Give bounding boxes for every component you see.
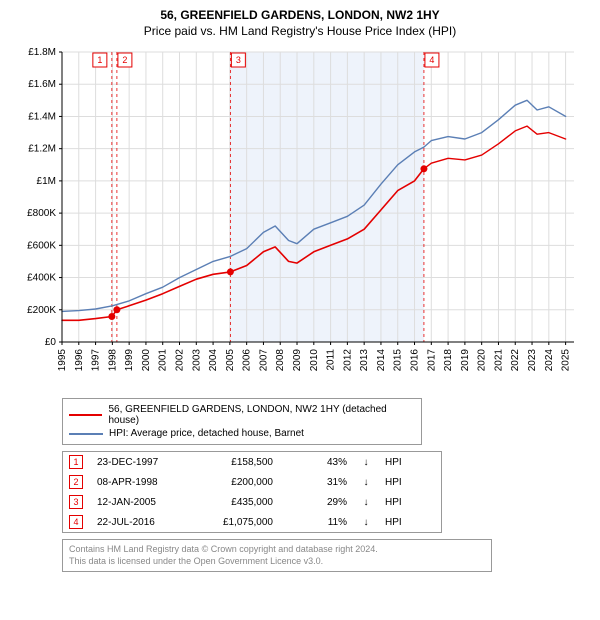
- svg-text:1997: 1997: [91, 349, 102, 372]
- event-date: 12-JAN-2005: [97, 497, 189, 508]
- svg-text:£1M: £1M: [37, 176, 56, 187]
- down-arrow-icon: ↓: [361, 457, 371, 468]
- chart-container: 1 2 3 4 £0 £200K £400K £600K £800K £1M £1.2M £1.4M £…: [8, 44, 592, 384]
- legend-label: 56, GREENFIELD GARDENS, LONDON, NW2 1HY …: [108, 404, 415, 426]
- svg-text:2011: 2011: [326, 349, 337, 371]
- svg-text:2016: 2016: [410, 349, 421, 372]
- svg-text:£0: £0: [45, 337, 57, 348]
- svg-text:2008: 2008: [275, 349, 286, 372]
- footer-line-1: Contains HM Land Registry data © Crown c…: [69, 544, 485, 556]
- event-marker: 2: [69, 475, 83, 489]
- svg-text:2007: 2007: [258, 349, 269, 372]
- event-diff: 11%: [287, 517, 347, 528]
- title-line-2: Price paid vs. HM Land Registry's House …: [8, 24, 592, 38]
- event-note: HPI: [385, 477, 435, 488]
- event-row: 4 22-JUL-2016 £1,075,000 11% ↓ HPI: [63, 512, 441, 532]
- svg-text:2021: 2021: [493, 349, 504, 372]
- legend-label: HPI: Average price, detached house, Barn…: [109, 428, 304, 439]
- events-table: 1 23-DEC-1997 £158,500 43% ↓ HPI 2 08-APR-1998 £…: [62, 451, 442, 533]
- svg-text:£200K: £200K: [27, 305, 56, 316]
- title-line-1: 56, GREENFIELD GARDENS, LONDON, NW2 1HY: [8, 8, 592, 22]
- event-diff: 43%: [287, 457, 347, 468]
- event-row: 1 23-DEC-1997 £158,500 43% ↓ HPI: [63, 452, 441, 472]
- event-date: 22-JUL-2016: [97, 517, 189, 528]
- svg-text:4: 4: [429, 55, 434, 65]
- event-marker: 3: [69, 495, 83, 509]
- event-marker: 1: [69, 455, 83, 469]
- svg-text:2019: 2019: [460, 349, 471, 372]
- svg-text:2006: 2006: [242, 349, 253, 372]
- chart-title-block: 56, GREENFIELD GARDENS, LONDON, NW2 1HY …: [8, 8, 592, 38]
- event-diff: 31%: [287, 477, 347, 488]
- svg-text:2017: 2017: [426, 349, 437, 372]
- down-arrow-icon: ↓: [361, 477, 371, 488]
- svg-text:2020: 2020: [477, 349, 488, 372]
- svg-text:£600K: £600K: [27, 240, 56, 251]
- svg-text:£1.6M: £1.6M: [28, 79, 56, 90]
- svg-text:2003: 2003: [191, 349, 202, 372]
- svg-text:2004: 2004: [208, 349, 219, 372]
- down-arrow-icon: ↓: [361, 497, 371, 508]
- svg-text:2012: 2012: [342, 349, 353, 372]
- svg-text:£1.8M: £1.8M: [28, 47, 56, 58]
- event-note: HPI: [385, 457, 435, 468]
- svg-text:2013: 2013: [359, 349, 370, 372]
- svg-text:£1.2M: £1.2M: [28, 144, 56, 155]
- svg-text:2022: 2022: [510, 349, 521, 372]
- svg-text:3: 3: [236, 55, 241, 65]
- attribution-footer: Contains HM Land Registry data © Crown c…: [62, 539, 492, 572]
- svg-text:2: 2: [122, 55, 127, 65]
- svg-text:2000: 2000: [141, 349, 152, 372]
- event-price: £435,000: [203, 497, 273, 508]
- svg-text:2009: 2009: [292, 349, 303, 372]
- svg-text:2023: 2023: [527, 349, 538, 372]
- event-note: HPI: [385, 497, 435, 508]
- svg-text:2010: 2010: [309, 349, 320, 372]
- svg-text:£1.4M: £1.4M: [28, 111, 56, 122]
- event-row: 2 08-APR-1998 £200,000 31% ↓ HPI: [63, 472, 441, 492]
- down-arrow-icon: ↓: [361, 517, 371, 528]
- svg-text:2015: 2015: [393, 349, 404, 372]
- legend-row: 56, GREENFIELD GARDENS, LONDON, NW2 1HY …: [69, 403, 415, 427]
- svg-text:1996: 1996: [74, 349, 85, 372]
- svg-text:2024: 2024: [544, 349, 555, 372]
- legend-swatch: [69, 414, 102, 416]
- event-price: £200,000: [203, 477, 273, 488]
- event-price: £1,075,000: [203, 517, 273, 528]
- legend: 56, GREENFIELD GARDENS, LONDON, NW2 1HY …: [62, 398, 422, 445]
- svg-text:2001: 2001: [158, 349, 169, 372]
- svg-text:2002: 2002: [175, 349, 186, 372]
- svg-text:2014: 2014: [376, 349, 387, 372]
- event-date: 23-DEC-1997: [97, 457, 189, 468]
- svg-text:2025: 2025: [561, 349, 572, 372]
- event-diff: 29%: [287, 497, 347, 508]
- svg-text:1999: 1999: [124, 349, 135, 372]
- event-row: 3 12-JAN-2005 £435,000 29% ↓ HPI: [63, 492, 441, 512]
- svg-text:2018: 2018: [443, 349, 454, 372]
- line-chart: 1 2 3 4 £0 £200K £400K £600K £800K £1M £1.2M £1.4M £…: [8, 44, 592, 384]
- legend-swatch: [69, 433, 103, 435]
- svg-text:1998: 1998: [107, 349, 118, 372]
- svg-text:1995: 1995: [57, 349, 68, 372]
- event-date: 08-APR-1998: [97, 477, 189, 488]
- event-note: HPI: [385, 517, 435, 528]
- svg-text:1: 1: [97, 55, 102, 65]
- svg-text:£400K: £400K: [27, 273, 56, 284]
- svg-text:2005: 2005: [225, 349, 236, 372]
- svg-text:£800K: £800K: [27, 208, 56, 219]
- footer-line-2: This data is licensed under the Open Gov…: [69, 556, 485, 568]
- legend-row: HPI: Average price, detached house, Barn…: [69, 427, 415, 440]
- event-price: £158,500: [203, 457, 273, 468]
- event-marker: 4: [69, 515, 83, 529]
